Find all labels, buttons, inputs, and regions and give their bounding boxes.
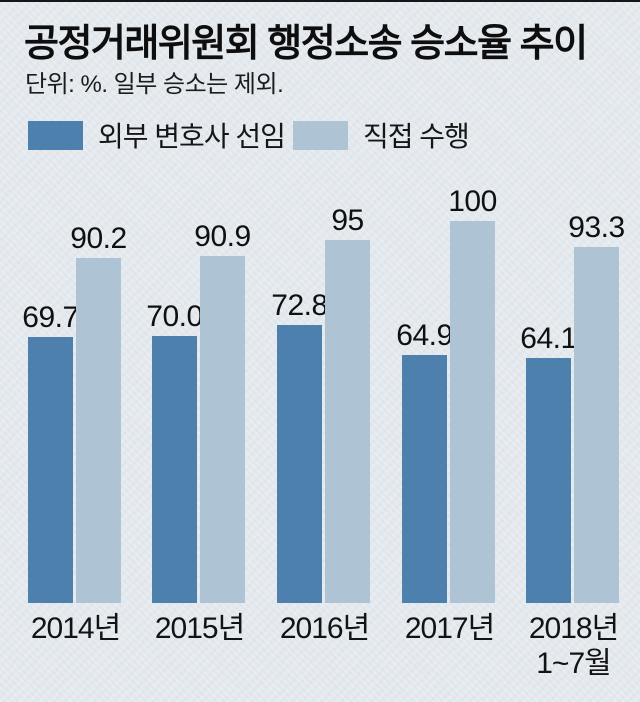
bar-external-lawyer-5 xyxy=(526,358,571,603)
bar-value-label: 70.0 xyxy=(146,300,203,333)
bar-value-label: 69.7 xyxy=(22,301,79,334)
legend-label: 직접 수행 xyxy=(363,121,470,152)
bar-value-label: 100 xyxy=(448,185,497,218)
bar-external-lawyer-2 xyxy=(152,336,197,603)
x-axis-label: 2016년 xyxy=(279,612,370,645)
legend-label: 외부 변호사 선임 xyxy=(98,121,286,152)
legend-item-external-lawyer: 외부 변호사 선임 xyxy=(28,115,286,155)
page-title: 공정거래위원회 행정소송 승소율 추이 xyxy=(24,23,588,65)
x-axis-label: 2014년 xyxy=(30,612,121,645)
bar-external-lawyer-4 xyxy=(402,355,447,603)
bar-value-label: 90.2 xyxy=(70,222,127,255)
legend-swatch-light xyxy=(293,120,348,150)
legend-swatch-dark xyxy=(28,120,83,150)
bar-value-label: 64.1 xyxy=(520,322,577,355)
x-axis-label: 2017년 xyxy=(404,612,495,645)
bar-external-lawyer-1 xyxy=(28,337,73,603)
bar-value-label: 90.9 xyxy=(194,220,251,253)
bar-direct-4 xyxy=(450,221,495,603)
bar-direct-1 xyxy=(76,258,121,603)
bar-value-label: 72.8 xyxy=(271,289,328,322)
x-axis-label: 2015년 xyxy=(154,612,245,645)
unit-note: 단위: %. 일부 승소는 제외. xyxy=(25,71,284,98)
bar-value-label: 93.3 xyxy=(568,211,625,244)
top-rule xyxy=(0,0,640,2)
bar-direct-3 xyxy=(325,240,370,603)
bar-value-label: 64.9 xyxy=(396,319,453,352)
x-axis-label: 2018년 1~7월 xyxy=(528,612,619,680)
bar-direct-2 xyxy=(200,256,245,603)
bar-external-lawyer-3 xyxy=(277,325,322,603)
bar-value-label: 95 xyxy=(331,204,364,237)
legend-item-direct: 직접 수행 xyxy=(293,115,470,155)
bar-direct-5 xyxy=(574,247,619,603)
